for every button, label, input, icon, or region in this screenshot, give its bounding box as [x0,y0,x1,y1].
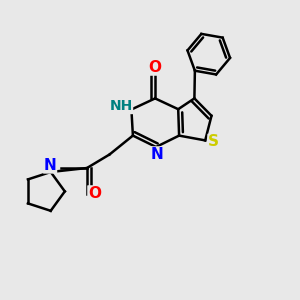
Text: N: N [151,147,164,162]
Text: O: O [88,186,101,201]
Text: NH: NH [109,100,133,113]
Text: N: N [44,158,56,173]
Text: O: O [148,60,162,75]
Text: S: S [208,134,219,149]
